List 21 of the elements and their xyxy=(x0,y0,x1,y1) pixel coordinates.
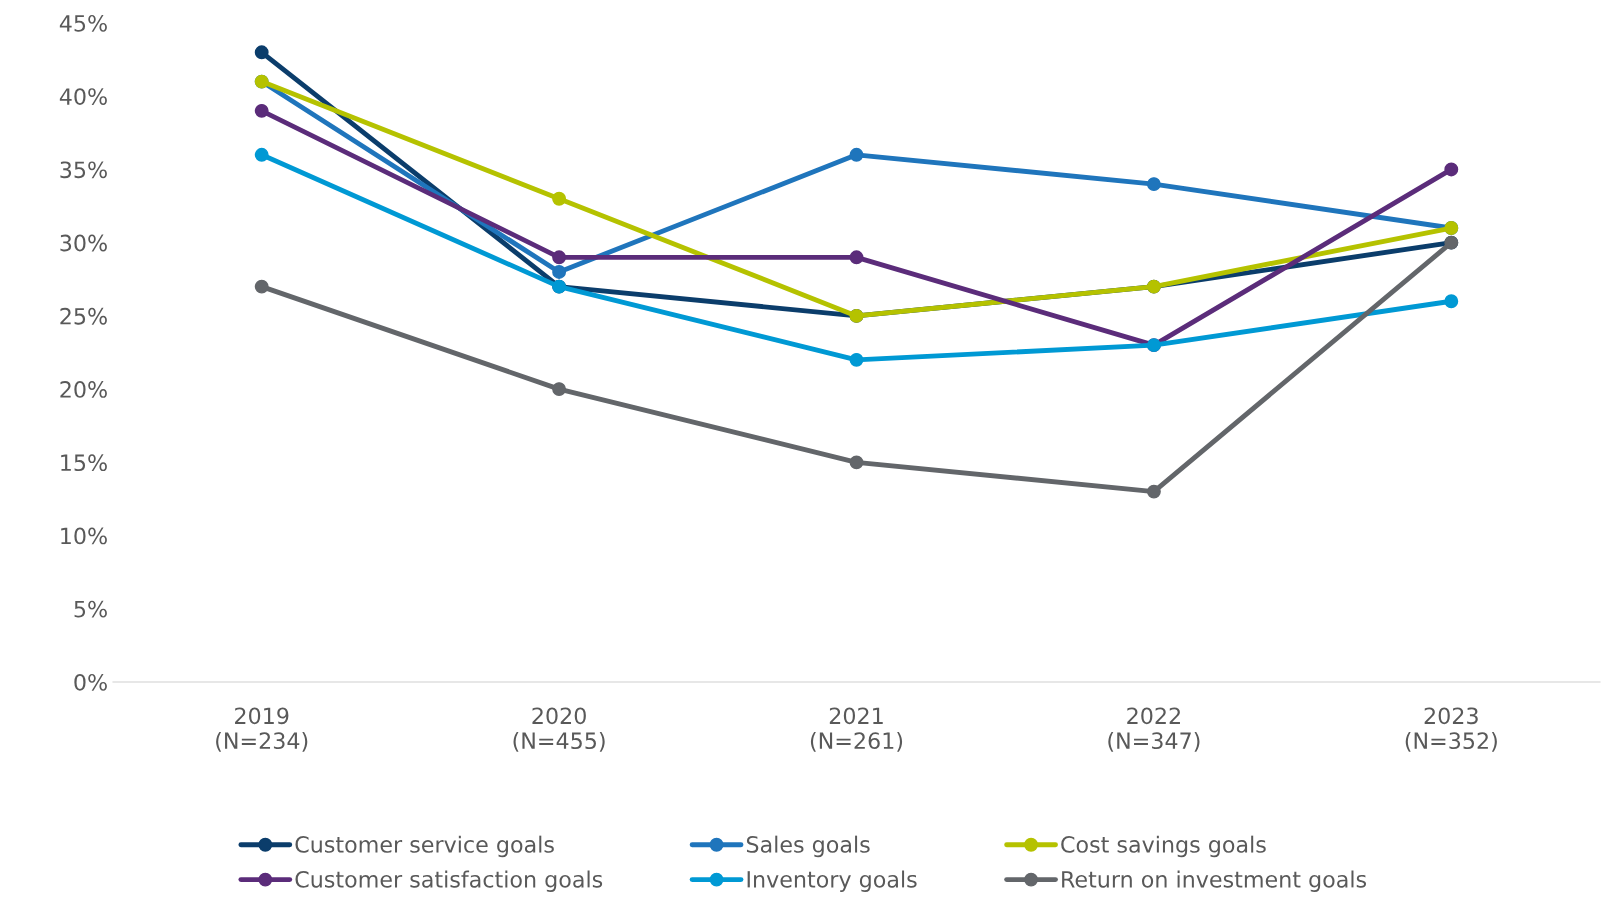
x-tick-label: 2023 (N=352) xyxy=(1405,707,1497,752)
y-tick-label: 45% xyxy=(59,14,107,32)
y-tick-label: 30% xyxy=(60,234,107,252)
y-tick-label: 35% xyxy=(60,161,107,179)
y-tick-label: 10% xyxy=(61,527,107,545)
y-tick-label: 0% xyxy=(74,673,107,691)
legend-label: Inventory goals xyxy=(747,870,917,892)
legend-label: Cost savings goals xyxy=(1061,835,1266,858)
y-tick-label: 5% xyxy=(74,600,107,618)
legend-label: Customer service goals xyxy=(295,835,554,858)
x-tick-label: 2021 (N=261) xyxy=(810,707,903,752)
y-tick-label: 25% xyxy=(60,307,107,325)
legend-label: Sales goals xyxy=(746,835,870,858)
x-tick-label: 2020 (N=455) xyxy=(513,707,605,752)
y-tick-label: 40% xyxy=(59,88,107,105)
y-tick-label: 15% xyxy=(61,454,107,472)
x-tick-label: 2022 (N=347) xyxy=(1108,707,1200,752)
legend-label: Customer satisfaction goals xyxy=(295,870,603,892)
legend-label: Return on investment goals xyxy=(1062,870,1367,892)
y-tick-label: 20% xyxy=(60,381,107,398)
x-tick-label: 2019 (N=234) xyxy=(216,707,308,752)
